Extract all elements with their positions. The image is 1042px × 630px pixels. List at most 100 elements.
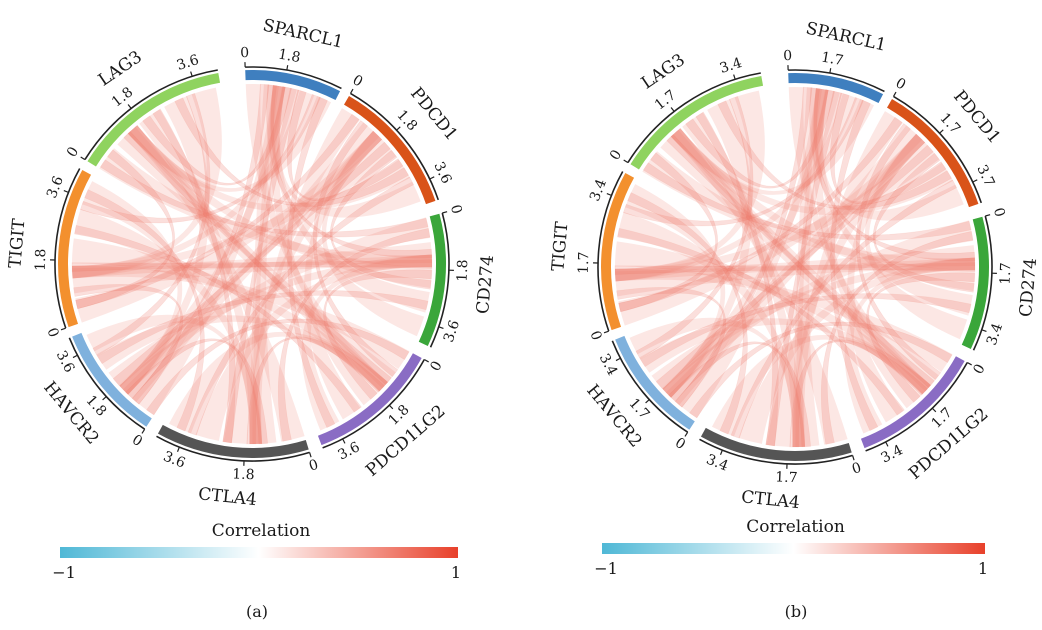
chord-link — [618, 152, 718, 313]
panel-label: (b) — [785, 602, 808, 621]
chord-link — [618, 133, 926, 326]
tick-mark — [615, 357, 621, 362]
segment-axis-line — [429, 212, 450, 348]
chord-link — [695, 111, 779, 447]
chord-link — [139, 109, 263, 445]
chord-link — [830, 99, 879, 432]
chord-link — [277, 228, 431, 442]
tick-label: 1.8 — [33, 248, 49, 271]
segment-label: CTLA4 — [740, 487, 801, 513]
chord-link — [286, 89, 404, 202]
tick-label: 1.8 — [455, 259, 472, 282]
segment-axis-line — [156, 435, 310, 462]
tick-mark — [424, 358, 429, 363]
chord-link — [119, 96, 210, 395]
segment-axis-line — [245, 66, 342, 90]
chord-link — [670, 128, 975, 292]
tick-label: 0 — [447, 203, 465, 216]
chord-link — [187, 176, 414, 436]
colorbar-bar — [60, 547, 458, 558]
colorbar-max-label: 1 — [451, 563, 461, 582]
chord-link — [146, 318, 410, 416]
tick-label: 0 — [850, 460, 863, 478]
chord-link — [625, 184, 726, 398]
tick-label: 1.8 — [232, 466, 255, 483]
chord-link — [615, 142, 940, 282]
chord-link — [639, 293, 972, 368]
chord-link — [738, 257, 975, 444]
chord-link — [856, 123, 942, 381]
segment-label: LAG3 — [638, 50, 689, 93]
chord-link — [873, 152, 975, 293]
colorbar-title: Correlation — [212, 521, 311, 541]
segment-axis-line — [972, 215, 993, 351]
chord-link — [642, 151, 975, 271]
chord-link — [74, 208, 263, 445]
tick-mark — [442, 211, 448, 214]
segment-label: TIGIT — [5, 217, 29, 269]
segment-arc — [317, 353, 422, 446]
tick-mark — [719, 449, 723, 455]
tick-mark — [438, 326, 444, 329]
chord-link — [122, 130, 383, 402]
chord-link — [249, 84, 280, 445]
chord-link — [615, 268, 953, 372]
colorbar: Correlation −1 1 — [594, 517, 988, 578]
chord-link — [635, 96, 754, 360]
chord-link — [84, 189, 205, 432]
chord-link — [627, 192, 748, 435]
segment-axis-line — [611, 340, 689, 433]
chord-link — [269, 85, 380, 406]
tick-mark — [429, 176, 435, 180]
chord-link — [864, 133, 968, 340]
chord-link — [301, 254, 432, 431]
tick-mark — [967, 361, 972, 366]
tick-mark — [60, 327, 66, 331]
chord-links — [71, 83, 433, 445]
chord-link — [670, 128, 939, 392]
segment-arc — [615, 335, 695, 430]
tick-label: 3.6 — [441, 318, 463, 344]
segment-axis-line — [865, 362, 968, 452]
chord-link — [614, 262, 976, 275]
tick-mark — [645, 399, 650, 404]
chord-link — [252, 85, 286, 444]
chord-link — [765, 90, 843, 447]
segment-arc — [72, 332, 152, 427]
segment-axis-line — [627, 72, 761, 164]
tick-mark — [72, 354, 78, 359]
chord-link — [662, 220, 974, 398]
segment-label: TIGIT — [548, 220, 572, 272]
chord-link — [72, 265, 410, 369]
chord-link — [142, 86, 292, 186]
tick-mark — [349, 88, 354, 94]
chord-link — [813, 88, 973, 316]
chord-link — [72, 87, 222, 279]
chord-link — [717, 100, 952, 210]
tick-label: 3.6 — [175, 52, 201, 74]
chord-link — [670, 128, 848, 445]
chord-link — [222, 87, 300, 444]
tick-mark — [141, 428, 146, 434]
tick-mark — [127, 104, 132, 109]
colorbar-title: Correlation — [746, 517, 845, 537]
segment-arc — [57, 169, 92, 328]
segment-axis-line — [54, 168, 81, 329]
segment-arc — [700, 427, 852, 462]
tick-mark — [603, 330, 609, 334]
panel-label: (a) — [246, 602, 268, 621]
tick-mark — [684, 431, 689, 437]
chord-link — [662, 99, 753, 398]
chord-link — [323, 269, 433, 400]
chord-link — [245, 84, 388, 392]
colorbar-min-label: −1 — [594, 559, 618, 578]
chord-link — [287, 96, 336, 429]
tick-label: 0 — [893, 75, 909, 93]
chord-link — [866, 272, 976, 403]
segment-label: LAG3 — [95, 47, 146, 90]
chord-link — [127, 96, 332, 192]
tick-label: 3.4 — [587, 177, 610, 204]
tick-label: 3.4 — [704, 452, 731, 475]
tick-label: 0 — [607, 147, 625, 163]
colorbar-max-label: 1 — [978, 559, 988, 578]
